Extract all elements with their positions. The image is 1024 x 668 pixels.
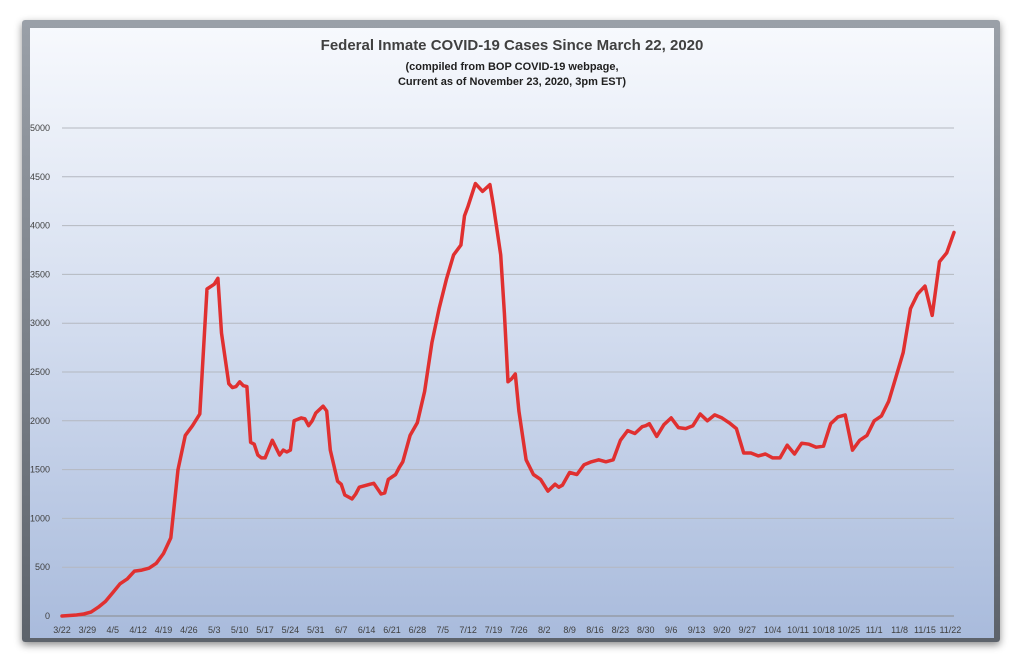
chart-subtitle-line-2: Current as of November 23, 2020, 3pm EST… bbox=[398, 76, 626, 88]
series-line bbox=[60, 181, 956, 618]
y-tick-label: 1000 bbox=[30, 513, 50, 523]
x-tick-label: 5/3 bbox=[208, 625, 221, 635]
y-axis-ticks: 0 500 1000 1500 2000 2500 3000 3500 4000 4500 5000 bbox=[30, 123, 50, 621]
y-tick-label: 500 bbox=[35, 562, 50, 572]
x-tick-label: 6/28 bbox=[409, 625, 427, 635]
y-tick-label: 2000 bbox=[30, 416, 50, 426]
x-tick-label: 10/4 bbox=[764, 625, 782, 635]
x-tick-label: 6/14 bbox=[358, 625, 376, 635]
x-tick-label: 11/1 bbox=[866, 625, 883, 635]
x-tick-label: 4/5 bbox=[107, 625, 120, 635]
x-tick-label: 4/19 bbox=[155, 625, 173, 635]
x-tick-label: 5/31 bbox=[307, 625, 325, 635]
x-tick-label: 8/30 bbox=[637, 625, 655, 635]
x-tick-label: 10/18 bbox=[812, 625, 835, 635]
x-tick-label: 5/24 bbox=[282, 625, 300, 635]
x-tick-label: 5/10 bbox=[231, 625, 249, 635]
x-tick-label: 7/26 bbox=[510, 625, 528, 635]
x-tick-label: 8/16 bbox=[586, 625, 604, 635]
x-tick-label: 7/12 bbox=[459, 625, 477, 635]
x-tick-label: 9/6 bbox=[665, 625, 678, 635]
x-tick-label: 8/23 bbox=[612, 625, 630, 635]
x-tick-label: 9/27 bbox=[739, 625, 757, 635]
y-tick-label: 4000 bbox=[30, 221, 50, 231]
x-tick-label: 3/29 bbox=[79, 625, 97, 635]
x-tick-label: 7/5 bbox=[436, 625, 449, 635]
y-tick-label: 4500 bbox=[30, 172, 50, 182]
x-tick-label: 8/9 bbox=[563, 625, 576, 635]
x-tick-label: 6/7 bbox=[335, 625, 348, 635]
x-tick-label: 6/21 bbox=[383, 625, 401, 635]
y-tick-label: 0 bbox=[45, 611, 50, 621]
x-tick-label: 8/2 bbox=[538, 625, 551, 635]
x-tick-label: 10/11 bbox=[787, 625, 809, 635]
y-tick-label: 2500 bbox=[30, 367, 50, 377]
x-tick-label: 4/26 bbox=[180, 625, 198, 635]
x-tick-label: 10/25 bbox=[838, 625, 861, 635]
x-tick-label: 9/13 bbox=[688, 625, 706, 635]
x-tick-label: 7/19 bbox=[485, 625, 503, 635]
y-tick-label: 1500 bbox=[30, 465, 50, 475]
y-tick-label: 3500 bbox=[30, 269, 50, 279]
chart-title: Federal Inmate COVID-19 Cases Since Marc… bbox=[321, 37, 704, 54]
x-tick-label: 11/22 bbox=[939, 625, 961, 635]
x-tick-label: 9/20 bbox=[713, 625, 731, 635]
chart-area: Federal Inmate COVID-19 Cases Since Marc… bbox=[30, 28, 994, 638]
x-tick-label: 3/22 bbox=[53, 625, 71, 635]
chart-subtitle-line-1: (compiled from BOP COVID-19 webpage, bbox=[405, 61, 618, 73]
chart-svg: Federal Inmate COVID-19 Cases Since Marc… bbox=[30, 37, 961, 635]
x-tick-label: 11/15 bbox=[914, 625, 936, 635]
x-tick-label: 4/12 bbox=[129, 625, 147, 635]
y-gridlines bbox=[62, 127, 954, 617]
y-tick-label: 5000 bbox=[30, 123, 50, 133]
x-tick-label: 11/8 bbox=[891, 625, 908, 635]
x-tick-label: 5/17 bbox=[256, 625, 274, 635]
x-axis-ticks: 3/22 3/29 4/5 4/12 4/19 4/26 5/3 5/10 5/17 5/24 5/… bbox=[53, 625, 961, 635]
y-tick-label: 3000 bbox=[30, 318, 50, 328]
